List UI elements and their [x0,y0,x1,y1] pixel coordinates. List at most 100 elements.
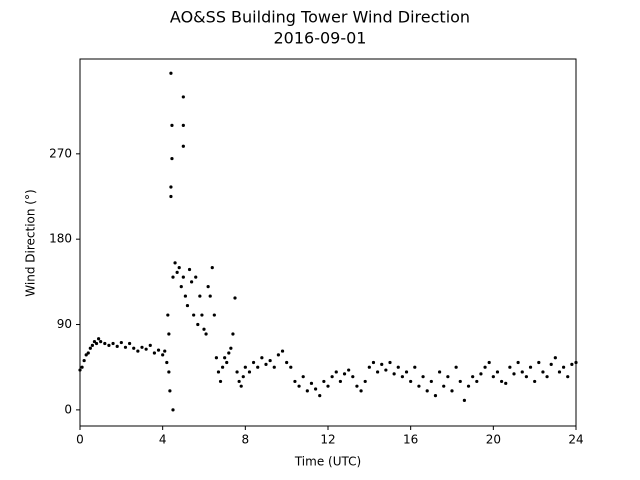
data-point [429,379,433,384]
data-point [192,313,196,317]
data-point [466,384,471,388]
x-axis-label: Time (UTC) [294,455,361,469]
data-point [200,313,204,317]
data-point [285,360,289,365]
data-point [169,194,173,199]
data-point [94,341,99,346]
data-point [454,365,458,369]
data-point [293,379,297,384]
data-point [520,370,524,374]
data-point [409,379,413,384]
data-point [99,339,103,344]
data-point [314,387,318,391]
data-point [342,372,347,376]
data-point [194,275,198,279]
x-tick-label: 20 [486,433,501,447]
data-point [268,358,272,363]
data-point [541,370,545,374]
y-tick-label: 90 [57,317,72,331]
data-point [553,356,557,360]
data-point [297,384,301,388]
data-point [152,351,156,355]
data-point [198,294,202,298]
data-point [404,370,409,374]
data-point [330,375,334,379]
data-point [169,71,173,75]
data-point [229,346,233,350]
data-point [161,353,165,357]
data-point [239,384,243,388]
data-point [392,372,396,376]
y-tick-label: 0 [64,402,72,416]
data-point [225,360,229,365]
data-point [524,375,529,379]
data-point [252,360,256,365]
data-point [177,266,181,270]
data-point [132,346,136,350]
data-point [119,340,123,345]
x-tick-label: 12 [320,433,335,447]
data-point [92,339,97,344]
data-point [537,360,541,365]
data-point [442,384,446,388]
data-point [179,284,183,289]
data-point [221,365,225,369]
data-point [504,381,508,385]
data-point [384,368,388,372]
data-point [495,370,500,374]
data-point [475,379,479,384]
chart-subtitle: 2016-09-01 [274,29,367,48]
data-point [216,370,221,374]
data-point [90,343,94,347]
data-point [231,332,235,336]
data-point [202,327,206,331]
data-point [347,368,351,372]
data-point [562,365,566,369]
data-point [272,365,276,369]
data-point [301,375,305,379]
data-point [388,360,392,365]
data-point [144,347,148,351]
data-point [417,384,421,388]
data-point [148,343,152,347]
data-point [181,95,185,99]
data-point [400,375,404,379]
data-point [82,358,86,363]
data-point [276,353,280,357]
data-point [421,375,425,379]
data-point [363,379,367,384]
data-point [309,381,314,385]
data-point [97,337,101,341]
data-point [545,375,549,379]
data-point [566,375,570,379]
data-point [367,365,371,369]
data-point [235,370,239,374]
data-point [169,185,173,189]
x-tick-label: 24 [568,433,583,447]
x-tick-label: 4 [159,433,167,447]
data-point [533,379,537,384]
data-point [166,313,170,317]
data-point [508,365,512,369]
data-point [167,332,171,336]
x-tick-label: 16 [403,433,418,447]
data-point [115,344,119,348]
data-point [516,360,520,365]
data-point [462,398,466,402]
data-point [86,351,90,355]
data-point [183,294,187,298]
data-point [471,375,475,379]
data-point [214,356,218,360]
data-point [570,362,574,366]
data-point [128,341,132,346]
data-point [190,280,194,284]
x-tick-label: 0 [76,433,84,447]
data-point [549,362,553,366]
data-point [487,360,491,365]
data-point [78,368,82,372]
data-point [355,384,359,388]
data-point [334,370,338,374]
data-point [318,394,322,398]
data-point [256,365,260,369]
